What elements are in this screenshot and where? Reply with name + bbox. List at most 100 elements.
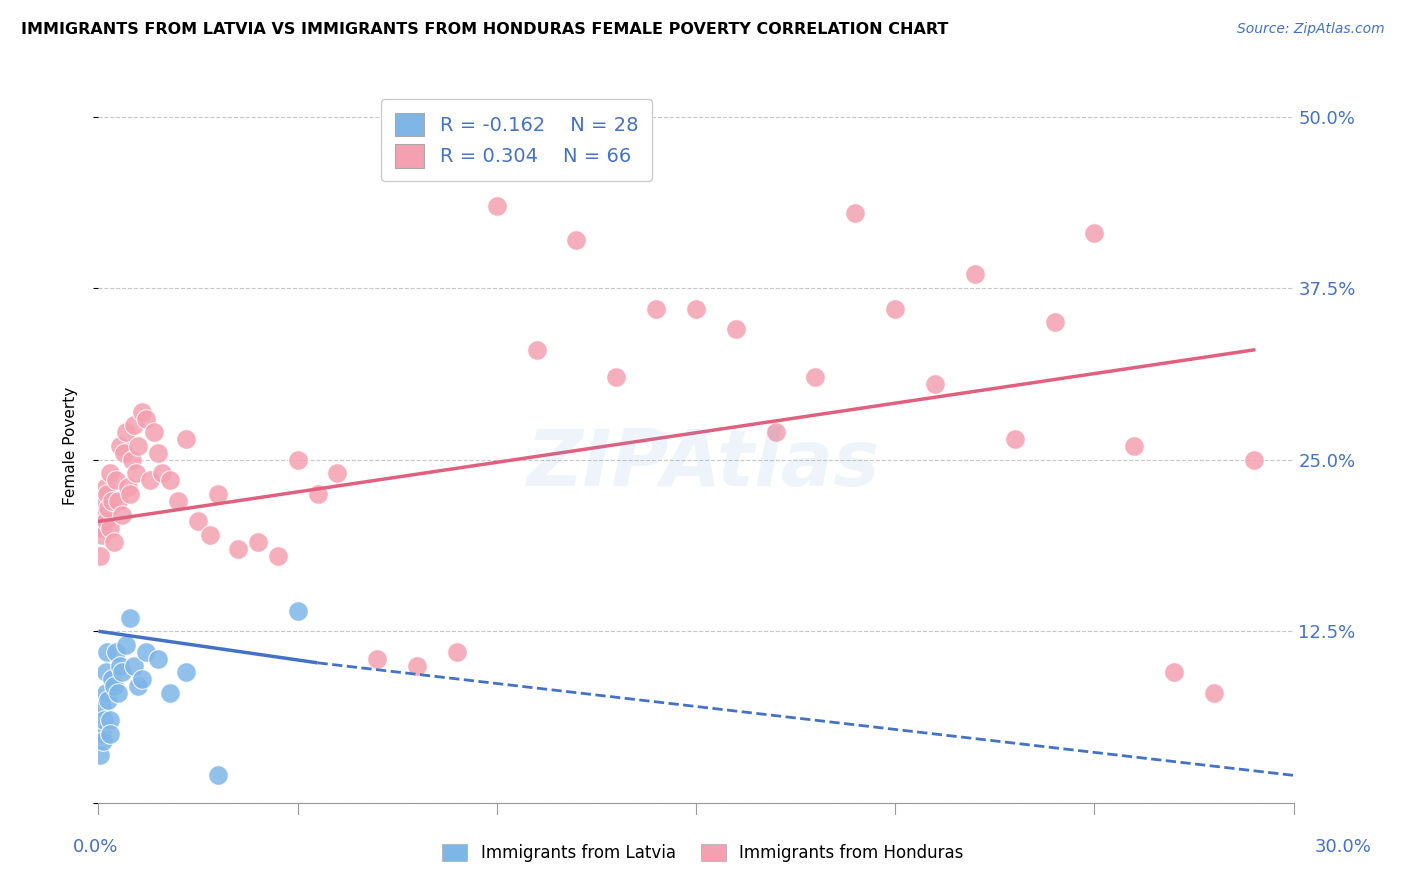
Point	[485, 199, 508, 213]
Point	[207, 768, 229, 782]
Point	[645, 301, 668, 316]
Point	[115, 425, 138, 440]
Point	[115, 638, 138, 652]
Point	[91, 699, 114, 714]
Point	[89, 549, 111, 563]
Point	[605, 370, 627, 384]
Point	[246, 535, 269, 549]
Point	[117, 480, 139, 494]
Point	[1004, 432, 1026, 446]
Point	[150, 467, 173, 481]
Point	[96, 487, 118, 501]
Text: 30.0%: 30.0%	[1315, 838, 1371, 855]
Point	[1243, 452, 1265, 467]
Point	[174, 432, 197, 446]
Point	[101, 673, 124, 687]
Point	[107, 686, 129, 700]
Point	[98, 714, 121, 728]
Point	[105, 645, 128, 659]
Point	[94, 686, 117, 700]
Point	[174, 665, 197, 680]
Point	[1202, 686, 1225, 700]
Point	[98, 521, 121, 535]
Point	[366, 651, 388, 665]
Point	[724, 322, 747, 336]
Point	[143, 425, 166, 440]
Point	[107, 494, 129, 508]
Text: ZIPAtlas: ZIPAtlas	[526, 425, 880, 502]
Point	[103, 679, 125, 693]
Point	[1163, 665, 1185, 680]
Point	[90, 727, 112, 741]
Legend: Immigrants from Latvia, Immigrants from Honduras: Immigrants from Latvia, Immigrants from …	[434, 836, 972, 871]
Point	[148, 446, 170, 460]
Point	[765, 425, 787, 440]
Point	[97, 693, 120, 707]
Point	[159, 686, 181, 700]
Point	[406, 658, 429, 673]
Point	[139, 473, 162, 487]
Point	[148, 651, 170, 665]
Point	[101, 494, 124, 508]
Point	[198, 528, 221, 542]
Point	[110, 658, 132, 673]
Point	[135, 411, 157, 425]
Point	[226, 541, 249, 556]
Point	[103, 535, 125, 549]
Point	[94, 480, 117, 494]
Text: IMMIGRANTS FROM LATVIA VS IMMIGRANTS FROM HONDURAS FEMALE POVERTY CORRELATION CH: IMMIGRANTS FROM LATVIA VS IMMIGRANTS FRO…	[21, 22, 949, 37]
Point	[127, 439, 149, 453]
Point	[110, 439, 132, 453]
Point	[91, 494, 114, 508]
Point	[963, 268, 986, 282]
Point	[90, 521, 112, 535]
Point	[96, 645, 118, 659]
Point	[207, 487, 229, 501]
Point	[526, 343, 548, 357]
Point	[267, 549, 290, 563]
Point	[131, 405, 153, 419]
Point	[307, 487, 329, 501]
Y-axis label: Female Poverty: Female Poverty	[63, 387, 77, 505]
Point	[96, 665, 118, 680]
Text: Source: ZipAtlas.com: Source: ZipAtlas.com	[1237, 22, 1385, 37]
Point	[96, 515, 118, 529]
Point	[131, 673, 153, 687]
Point	[91, 734, 114, 748]
Point	[93, 714, 115, 728]
Point	[91, 528, 114, 542]
Point	[120, 487, 142, 501]
Point	[844, 205, 866, 219]
Point	[187, 515, 209, 529]
Point	[1043, 316, 1066, 330]
Point	[124, 418, 146, 433]
Point	[287, 604, 309, 618]
Point	[105, 473, 128, 487]
Point	[97, 500, 120, 515]
Point	[167, 494, 190, 508]
Point	[446, 645, 468, 659]
Point	[924, 377, 946, 392]
Point	[112, 446, 135, 460]
Point	[1123, 439, 1146, 453]
Point	[120, 610, 142, 624]
Point	[111, 508, 134, 522]
Point	[124, 658, 146, 673]
Point	[884, 301, 907, 316]
Text: 0.0%: 0.0%	[73, 838, 118, 855]
Point	[98, 727, 122, 741]
Point	[804, 370, 827, 384]
Legend: R = -0.162    N = 28, R = 0.304    N = 66: R = -0.162 N = 28, R = 0.304 N = 66	[381, 99, 652, 181]
Point	[111, 665, 134, 680]
Point	[159, 473, 181, 487]
Point	[121, 452, 143, 467]
Point	[89, 747, 111, 762]
Point	[1083, 227, 1105, 241]
Point	[565, 233, 588, 247]
Point	[98, 467, 122, 481]
Point	[135, 645, 157, 659]
Point	[326, 467, 349, 481]
Point	[93, 508, 115, 522]
Point	[127, 679, 149, 693]
Point	[685, 301, 707, 316]
